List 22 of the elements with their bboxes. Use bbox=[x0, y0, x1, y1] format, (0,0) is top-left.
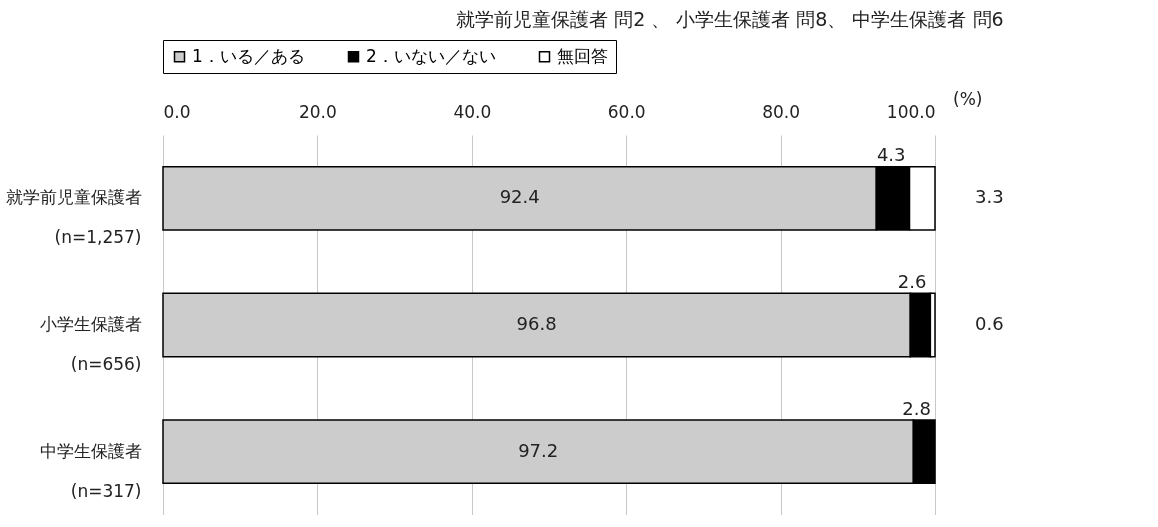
chart-title: 就学前児童保護者 問2 、 小学生保護者 問8、 中学生保護者 問6 bbox=[456, 7, 1004, 30]
y-tick-label: 就学前児童保護者 (n=1,257) bbox=[5, 187, 142, 248]
x-axis-title: (%) bbox=[953, 89, 983, 109]
data-label: 96.8 bbox=[516, 313, 557, 334]
data-label: 4.3 bbox=[876, 144, 906, 166]
x-tick-label: 20.0 bbox=[298, 101, 337, 122]
x-tick-label: 80.0 bbox=[762, 101, 801, 122]
legend-label: 無回答 bbox=[557, 45, 608, 66]
x-tick-label: 100.0 bbox=[886, 101, 936, 122]
data-label: 97.2 bbox=[518, 439, 559, 461]
data-label: 92.4 bbox=[499, 186, 540, 208]
legend-label: 2．いない／ない bbox=[366, 45, 496, 66]
x-tick-label: 40.0 bbox=[453, 101, 492, 122]
legend-label: 1．いる／ある bbox=[192, 45, 305, 66]
data-label: 2.6 bbox=[897, 271, 927, 292]
data-label: 0.6 bbox=[975, 313, 1004, 334]
data-label: 3.3 bbox=[975, 186, 1004, 208]
x-tick-label: 0.0 bbox=[163, 101, 191, 122]
data-label: 2.8 bbox=[902, 397, 931, 419]
y-tick-label: 中学生保護者 (n=317) bbox=[39, 440, 142, 501]
x-tick-label: 60.0 bbox=[607, 101, 646, 122]
y-tick-label: 小学生保護者 (n=656) bbox=[39, 314, 142, 374]
